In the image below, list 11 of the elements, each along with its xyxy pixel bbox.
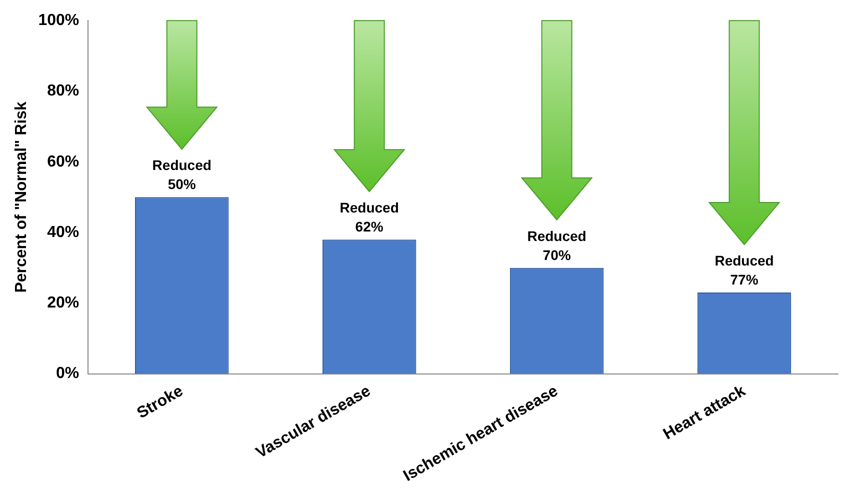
y-tick-label: 0% — [56, 365, 80, 382]
annotation: Reduced 77% — [714, 252, 774, 288]
y-tick-label: 60% — [47, 153, 80, 170]
annotation: Reduced 62% — [340, 200, 399, 235]
y-axis-title: Percent of "Normal" Risk — [13, 101, 30, 293]
y-tick-label: 40% — [47, 224, 80, 241]
annotation: Reduced 70% — [527, 228, 586, 263]
y-tick-label: 100% — [38, 12, 80, 30]
y-tick-label: 20% — [47, 294, 80, 312]
y-tick-label: 80% — [47, 82, 80, 100]
annotation: Reduced 50% — [152, 157, 212, 192]
